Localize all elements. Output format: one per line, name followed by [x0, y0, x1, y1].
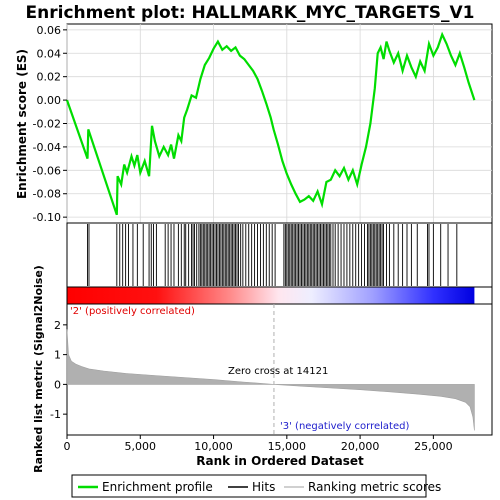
legend-hits-label: Hits: [252, 480, 275, 494]
es-tick-label: 0.00: [37, 94, 62, 107]
metric-tick-label: 2: [54, 319, 61, 332]
es-tick-label: 0.04: [37, 47, 62, 60]
es-tick-label: -0.08: [33, 188, 61, 201]
es-y-ticks: 0.06 0.04 0.02 0.00 -0.02 -0.04 -0.06 -0.08 -0.1…: [33, 24, 67, 224]
es-tick-label: -0.10: [33, 211, 61, 224]
enrichment-profile-line: [65, 31, 476, 216]
positive-correlation-label: '2' (positively correlated): [70, 306, 195, 317]
metric-panel-frame: [66, 303, 493, 436]
x-axis-label: Rank in Ordered Dataset: [196, 454, 364, 468]
es-tick-label: -0.04: [33, 141, 61, 154]
hit-marks: [87, 224, 458, 286]
negative-correlation-label: '3' (negatively correlated): [280, 421, 409, 432]
es-y-axis-label: Enrichment score (ES): [15, 49, 29, 199]
es-tick-label: -0.02: [33, 118, 61, 131]
x-tick-label: 5,000: [125, 440, 157, 453]
metric-y-ticks: 2 1 0 -1: [50, 319, 67, 421]
x-tick-label: 25,000: [414, 440, 453, 453]
x-tick-label: 0: [64, 440, 71, 453]
es-tick-label: 0.06: [37, 24, 62, 37]
metric-tick-label: 1: [54, 349, 61, 362]
legend-metric-label: Ranking metric scores: [308, 480, 441, 494]
x-tick-label: 20,000: [341, 440, 380, 453]
zero-cross-label: Zero cross at 14121: [228, 366, 328, 377]
x-tick-label: 10,000: [194, 440, 233, 453]
es-tick-label: 0.02: [37, 71, 62, 84]
es-panel: 0.06 0.04 0.02 0.00 -0.02 -0.04 -0.06 -0.08 -0.1…: [15, 23, 493, 224]
ranking-bar: [66, 286, 493, 305]
legend: Enrichment profile Hits Ranking metric s…: [71, 474, 441, 498]
metric-y-axis-label: Ranked list metric (Signal2Noise): [32, 265, 45, 473]
metric-panel: 2 1 0 -1 '2' (positively correlated) '3' (n…: [32, 265, 493, 473]
hits-panel-frame: [66, 222, 493, 288]
metric-tick-label: -1: [50, 408, 61, 421]
chart-title: Enrichment plot: HALLMARK_MYC_TARGETS_V1: [26, 3, 475, 23]
hits-panel: [66, 222, 493, 288]
x-tick-label: 15,000: [268, 440, 307, 453]
es-tick-label: -0.06: [33, 164, 61, 177]
ranking-color-bar: [67, 287, 475, 304]
legend-enrichment-label: Enrichment profile: [102, 480, 213, 494]
x-axis-ticks: 0 5,000 10,000 15,000 20,000 25,000: [64, 435, 453, 453]
metric-tick-label: 0: [54, 378, 61, 391]
legend-box: [71, 474, 427, 498]
